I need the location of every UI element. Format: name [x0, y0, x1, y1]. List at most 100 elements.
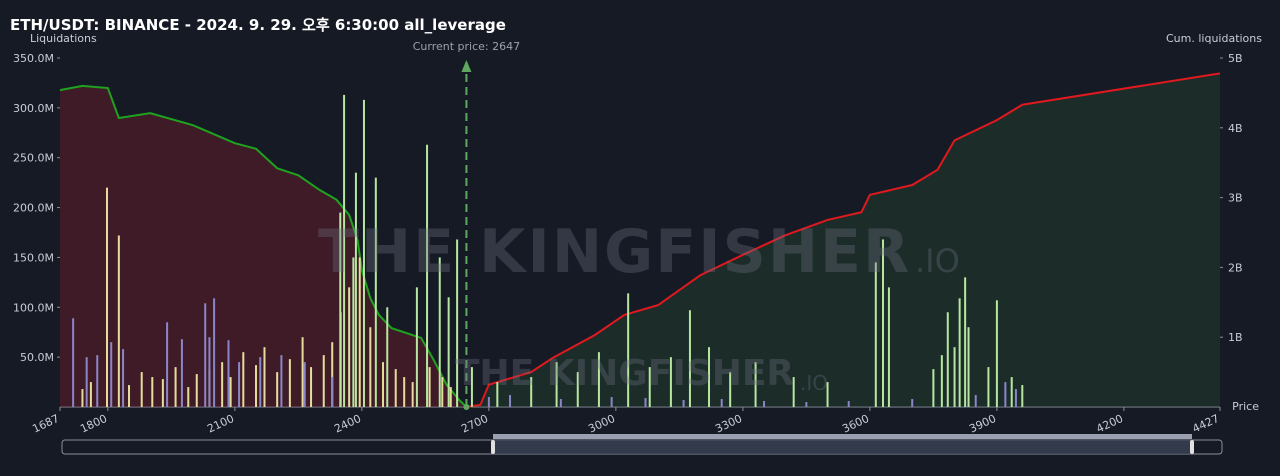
- x-tick-label: 2400: [332, 412, 363, 436]
- y-tick-label: 50.0M: [20, 351, 54, 364]
- bar: [117, 235, 120, 407]
- bar: [415, 287, 418, 407]
- bar: [426, 144, 429, 407]
- bar: [720, 399, 723, 407]
- bar: [369, 327, 372, 407]
- bar: [229, 377, 232, 407]
- x-tick-label: 1800: [78, 412, 109, 436]
- x-tick-label: 2100: [205, 412, 236, 436]
- bar: [255, 365, 258, 407]
- bar: [204, 303, 207, 407]
- cum-line: [466, 72, 1221, 408]
- bar: [238, 362, 241, 407]
- bar: [174, 367, 177, 407]
- bar: [688, 310, 691, 407]
- bar: [447, 297, 450, 407]
- bar: [280, 355, 283, 407]
- y2-tick-label: 4B: [1228, 122, 1243, 135]
- bar: [89, 382, 92, 407]
- bar: [470, 367, 473, 407]
- bar: [449, 387, 452, 407]
- bar: [301, 337, 304, 407]
- bar: [187, 387, 190, 407]
- bar: [221, 362, 224, 407]
- bar: [352, 257, 355, 407]
- bar: [953, 347, 956, 407]
- cum-line: [59, 84, 468, 408]
- bar: [987, 367, 990, 407]
- y2-tick-label: 3B: [1228, 192, 1243, 205]
- bar: [874, 262, 877, 407]
- y2-tick-label: 1B: [1228, 331, 1243, 344]
- bar: [487, 397, 490, 407]
- watermark: THE KINGFISHER .IO THE KINGFISHER .IO: [318, 217, 960, 395]
- bar: [826, 382, 829, 407]
- bar: [964, 277, 967, 407]
- bar: [180, 339, 183, 407]
- bar: [161, 379, 164, 407]
- bar: [428, 367, 431, 407]
- bar: [339, 212, 342, 407]
- bar: [242, 352, 245, 407]
- bar: [648, 367, 651, 407]
- current-price-arrow: [461, 60, 472, 72]
- bar: [72, 318, 75, 407]
- bar: [358, 257, 361, 407]
- bar: [81, 389, 84, 407]
- bar: [276, 372, 279, 407]
- bar: [887, 287, 890, 407]
- bar: [610, 397, 613, 407]
- x-tick-label: 2700: [459, 412, 490, 436]
- slider-bar[interactable]: [493, 434, 1192, 439]
- bar: [348, 287, 351, 407]
- bar: [403, 377, 406, 407]
- x-tick-label: 3600: [840, 412, 871, 436]
- x-axis-label: Price: [1232, 400, 1259, 413]
- bar: [411, 382, 414, 407]
- x-tick-label: 3000: [586, 412, 617, 436]
- range-slider[interactable]: [61, 434, 1223, 455]
- bar: [763, 401, 766, 407]
- watermark-text: THE KINGFISHER: [318, 217, 911, 287]
- x-tick-label: 3900: [967, 412, 998, 436]
- bar: [805, 402, 808, 407]
- bar: [974, 395, 977, 407]
- area: [466, 73, 1221, 407]
- slider-handle[interactable]: [1190, 440, 1194, 454]
- y-tick-label: 100.0M: [13, 301, 54, 314]
- bar: [195, 374, 198, 407]
- bar: [128, 385, 131, 407]
- current-price-dot: [463, 404, 470, 410]
- bar: [85, 357, 88, 407]
- bar: [456, 239, 459, 407]
- y2-tick-label: 5B: [1228, 52, 1243, 65]
- bar: [708, 347, 711, 407]
- bar: [559, 399, 562, 407]
- bar: [792, 377, 795, 407]
- bar: [530, 377, 533, 407]
- bar: [967, 327, 970, 407]
- bar: [110, 342, 113, 407]
- bar: [331, 377, 334, 407]
- bar: [669, 357, 672, 407]
- bar: [382, 362, 385, 407]
- bar: [1010, 377, 1013, 407]
- bar: [1014, 389, 1017, 407]
- bar: [496, 382, 499, 407]
- bar: [105, 187, 108, 407]
- x-tick-label: 1687: [30, 412, 61, 436]
- slider-handle[interactable]: [491, 440, 495, 454]
- bar: [213, 298, 216, 407]
- bar: [227, 340, 230, 407]
- bar: [441, 377, 444, 407]
- slider-window[interactable]: [493, 440, 1192, 454]
- bar: [627, 293, 630, 407]
- y2-axis-label: Cum. liquidations: [1166, 32, 1262, 45]
- bar: [166, 322, 169, 407]
- y-tick-label: 200.0M: [13, 202, 54, 215]
- bar: [386, 307, 389, 407]
- bar: [208, 337, 211, 407]
- annotation: Current price: 2647: [413, 40, 520, 53]
- x-tick-label: 4427: [1190, 412, 1221, 436]
